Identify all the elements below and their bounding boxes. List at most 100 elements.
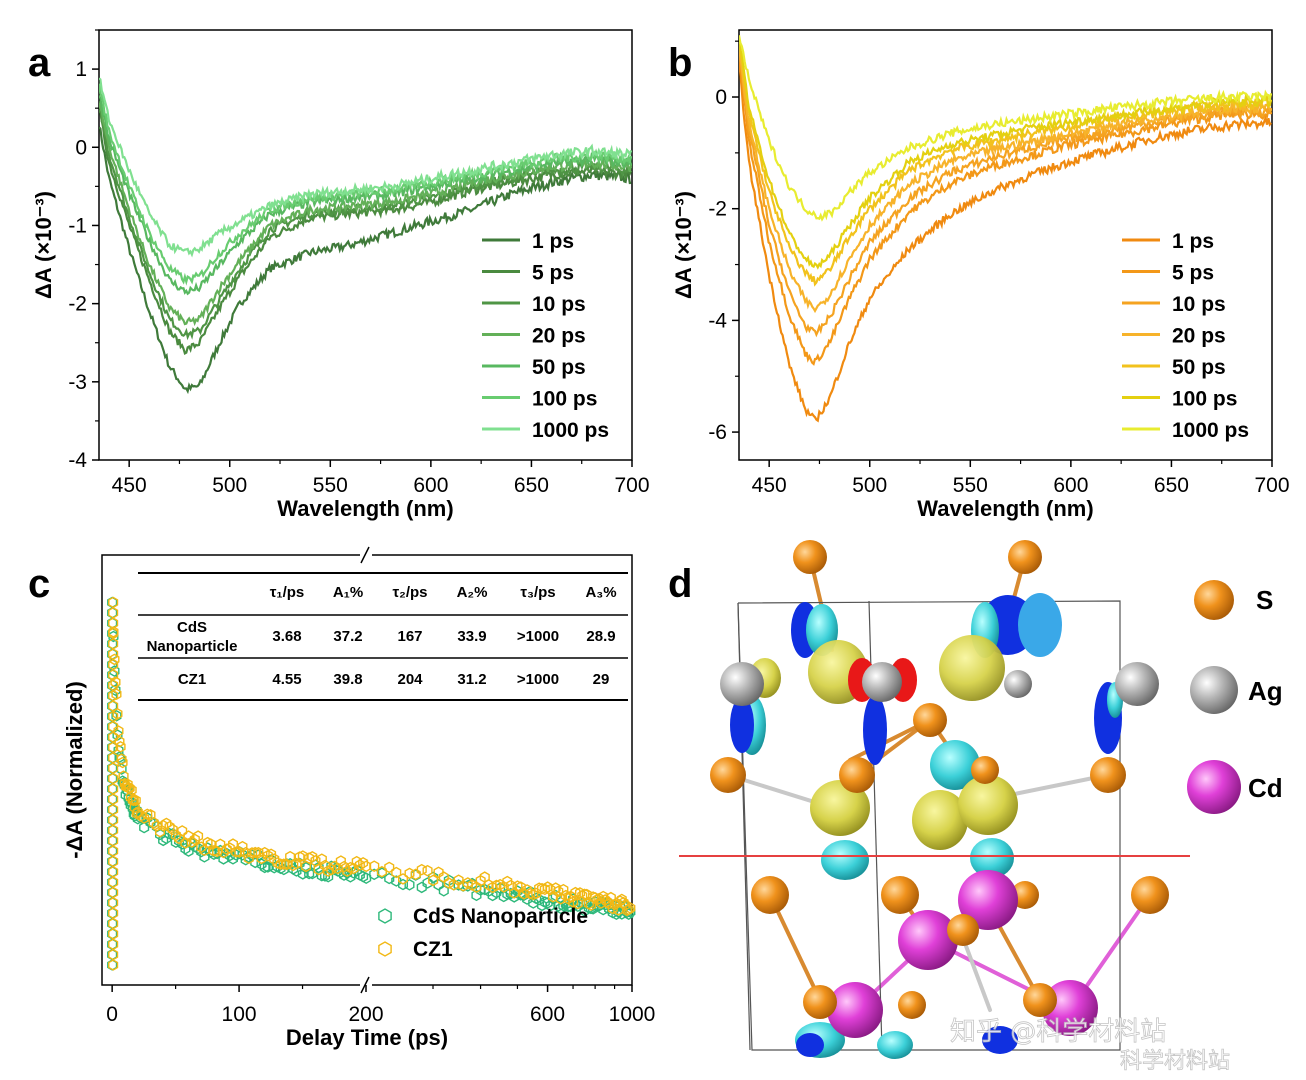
data-point [487, 889, 498, 902]
data-point [448, 878, 459, 891]
legend-label: 20 ps [532, 325, 586, 348]
data-point [108, 648, 119, 661]
y-axis-label: ΔA (×10⁻³) [671, 191, 696, 299]
data-point [250, 846, 261, 859]
y-tick-label: 1 [75, 58, 87, 81]
legend-label-cd: Cd [1248, 773, 1283, 803]
data-point [110, 684, 121, 697]
data-point [193, 830, 204, 842]
x-tick-label: 500 [212, 474, 247, 497]
data-point [148, 816, 159, 829]
data-point [108, 731, 119, 743]
data-point [369, 868, 380, 881]
lifetime-table: τ₁/ps A₁% τ₂/ps A₂% τ₃/ps A₃% CdS Nanoparticle 3… [138, 572, 628, 701]
x-tick-label: 200 [348, 1003, 383, 1026]
data-point [433, 866, 444, 879]
data-point [560, 889, 571, 902]
data-point [108, 824, 119, 837]
data-point [300, 860, 311, 873]
table-cell: 39.8 [333, 671, 362, 688]
series-line-50-ps [99, 95, 632, 296]
x-tick-label: 0 [106, 1003, 118, 1026]
data-point [108, 783, 119, 795]
data-point [177, 825, 188, 837]
chart-b: 450 500 550 600 650 700 -6 -4 -2 0 Wavelength (nm)… [671, 29, 1290, 521]
data-point [218, 846, 229, 859]
data-point [294, 851, 305, 863]
data-point [199, 850, 210, 863]
data-point [416, 881, 427, 894]
x-axis-label: Delay Time (ps) [286, 1025, 448, 1050]
data-point [108, 669, 119, 681]
x-axis-label: Wavelength (nm) [277, 496, 453, 521]
legend-label: CdS Nanoparticle [413, 905, 588, 928]
data-point [550, 882, 561, 894]
plot-frame [98, 29, 633, 461]
y-tick-label: 0 [715, 86, 727, 109]
data-point [155, 825, 165, 838]
x-tick-label: 650 [514, 474, 549, 497]
x-tick-label: 700 [1254, 474, 1289, 497]
data-point [320, 859, 330, 872]
legend-label: 5 ps [1172, 262, 1214, 285]
legend-atom-ag [1190, 666, 1238, 714]
x-tick-label: 700 [614, 474, 649, 497]
data-point [545, 883, 556, 896]
data-point [142, 808, 153, 821]
y-tick-label: -6 [708, 421, 727, 444]
data-point [139, 821, 150, 834]
y-axis-label: -ΔA (Normalized) [62, 681, 87, 859]
data-point [108, 865, 119, 878]
table-cell: 167 [397, 628, 422, 645]
data-point [170, 829, 181, 842]
table-cell: 28.9 [586, 628, 615, 645]
data-point [189, 833, 200, 846]
data-point [183, 830, 194, 842]
table-header: A₁% [333, 584, 363, 601]
legend-atom-cd [1187, 760, 1241, 814]
panel-letter-b: b [668, 41, 692, 85]
x-tick-label: 600 [413, 474, 448, 497]
data-point [243, 851, 254, 863]
data-point [475, 874, 486, 887]
table-cell: >1000 [517, 628, 559, 645]
table-header: τ₃/ps [520, 584, 555, 601]
table-header: τ₂/ps [392, 584, 427, 601]
legend-label: 50 ps [1172, 356, 1226, 379]
axis-break-mark [360, 976, 370, 994]
table-cell: 31.2 [457, 671, 486, 688]
data-point [288, 859, 299, 872]
x-tick-label: 450 [752, 474, 787, 497]
x-tick-label: 600 [1053, 474, 1088, 497]
table-cell: 4.55 [272, 671, 301, 688]
x-tick-label: 550 [313, 474, 348, 497]
plot-frame [738, 29, 1273, 461]
data-point [384, 861, 395, 874]
y-tick-label: -3 [68, 371, 87, 394]
data-point [108, 814, 119, 826]
table-cell: 3.68 [272, 628, 301, 645]
x-tick-label: 550 [953, 474, 988, 497]
data-point [111, 709, 122, 722]
data-point [111, 688, 122, 701]
data-point [616, 893, 627, 906]
crystal-structure: S Ag Cd 知乎 @科学材料站 科学材料站 [679, 540, 1283, 1074]
data-point [313, 863, 324, 876]
chart-c: 0 100 200 600 1000 Delay Time (ps) -ΔA (Normal… [62, 546, 656, 1050]
data-point [515, 889, 526, 901]
legend-label: 1000 ps [532, 419, 609, 442]
table-cell: 37.2 [333, 628, 362, 645]
table-row-label: CZ1 [178, 671, 206, 688]
chart-a: 450 500 550 600 650 700 -4 -3 -2 -1 0 1 Wavelength (… [31, 29, 650, 521]
data-point [108, 637, 119, 650]
data-point [108, 834, 119, 847]
x-tick-label: 1000 [609, 1003, 656, 1026]
data-point [151, 820, 162, 832]
data-point [577, 889, 588, 902]
data-point [269, 853, 280, 865]
data-point [218, 853, 229, 865]
legend-atom-s [1194, 580, 1234, 620]
data-point [164, 820, 175, 833]
table-cell: 204 [397, 671, 423, 688]
